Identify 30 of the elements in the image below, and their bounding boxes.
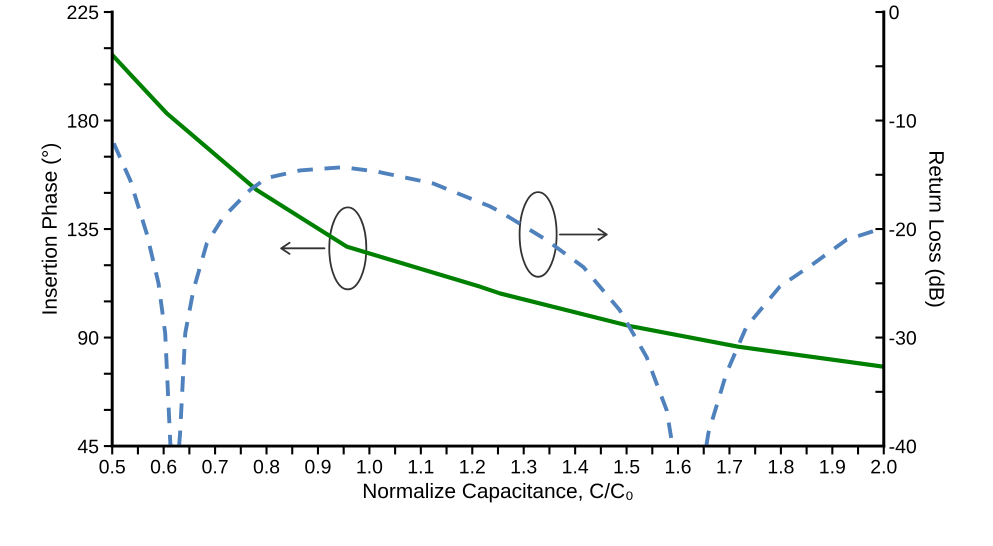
x-tick-label: 1.3 xyxy=(512,460,536,474)
x-tick-label: 0.7 xyxy=(202,460,228,474)
x-tick-label: 0.9 xyxy=(305,460,331,474)
line-series xyxy=(112,52,884,369)
x-axis-title: Normalize Capacitance, C/C₀ xyxy=(364,482,633,502)
x-tick-label: 1.0 xyxy=(357,460,382,474)
y-tick-label: 225 xyxy=(68,5,98,20)
y2-tick-label: -10 xyxy=(889,114,916,128)
x-tick-label: 1.4 xyxy=(563,460,588,474)
y-tick-label: 90 xyxy=(78,331,98,345)
y-tick-label: 135 xyxy=(68,222,98,236)
x-tick-label: 1.1 xyxy=(408,460,434,474)
x-tick-label: 1.6 xyxy=(666,460,691,474)
x-tick-label: 1.2 xyxy=(460,460,485,474)
y2-tick-label: -20 xyxy=(889,222,916,236)
x-tick-label: 1.9 xyxy=(820,460,845,474)
y2-axis-title: Return Loss (dB) xyxy=(925,152,945,306)
x-tick-label: 0.5 xyxy=(99,460,125,474)
x-tick-label: 1.7 xyxy=(717,460,742,474)
y2-tick-label: 0 xyxy=(889,5,899,20)
x-tick-label: 0.6 xyxy=(150,460,176,474)
y2-tick-label: -30 xyxy=(889,331,916,345)
y-tick-label: 45 xyxy=(78,440,98,454)
x-tick-label: 2.0 xyxy=(871,460,897,474)
x-tick-label: 0.8 xyxy=(254,460,280,474)
y2-tick-label: -40 xyxy=(889,440,916,454)
y-tick-label: 180 xyxy=(68,114,98,128)
y-axis-title: Insertion Phase (°) xyxy=(42,144,62,314)
x-tick-label: 1.5 xyxy=(614,460,640,474)
x-tick-label: 1.8 xyxy=(768,460,794,474)
